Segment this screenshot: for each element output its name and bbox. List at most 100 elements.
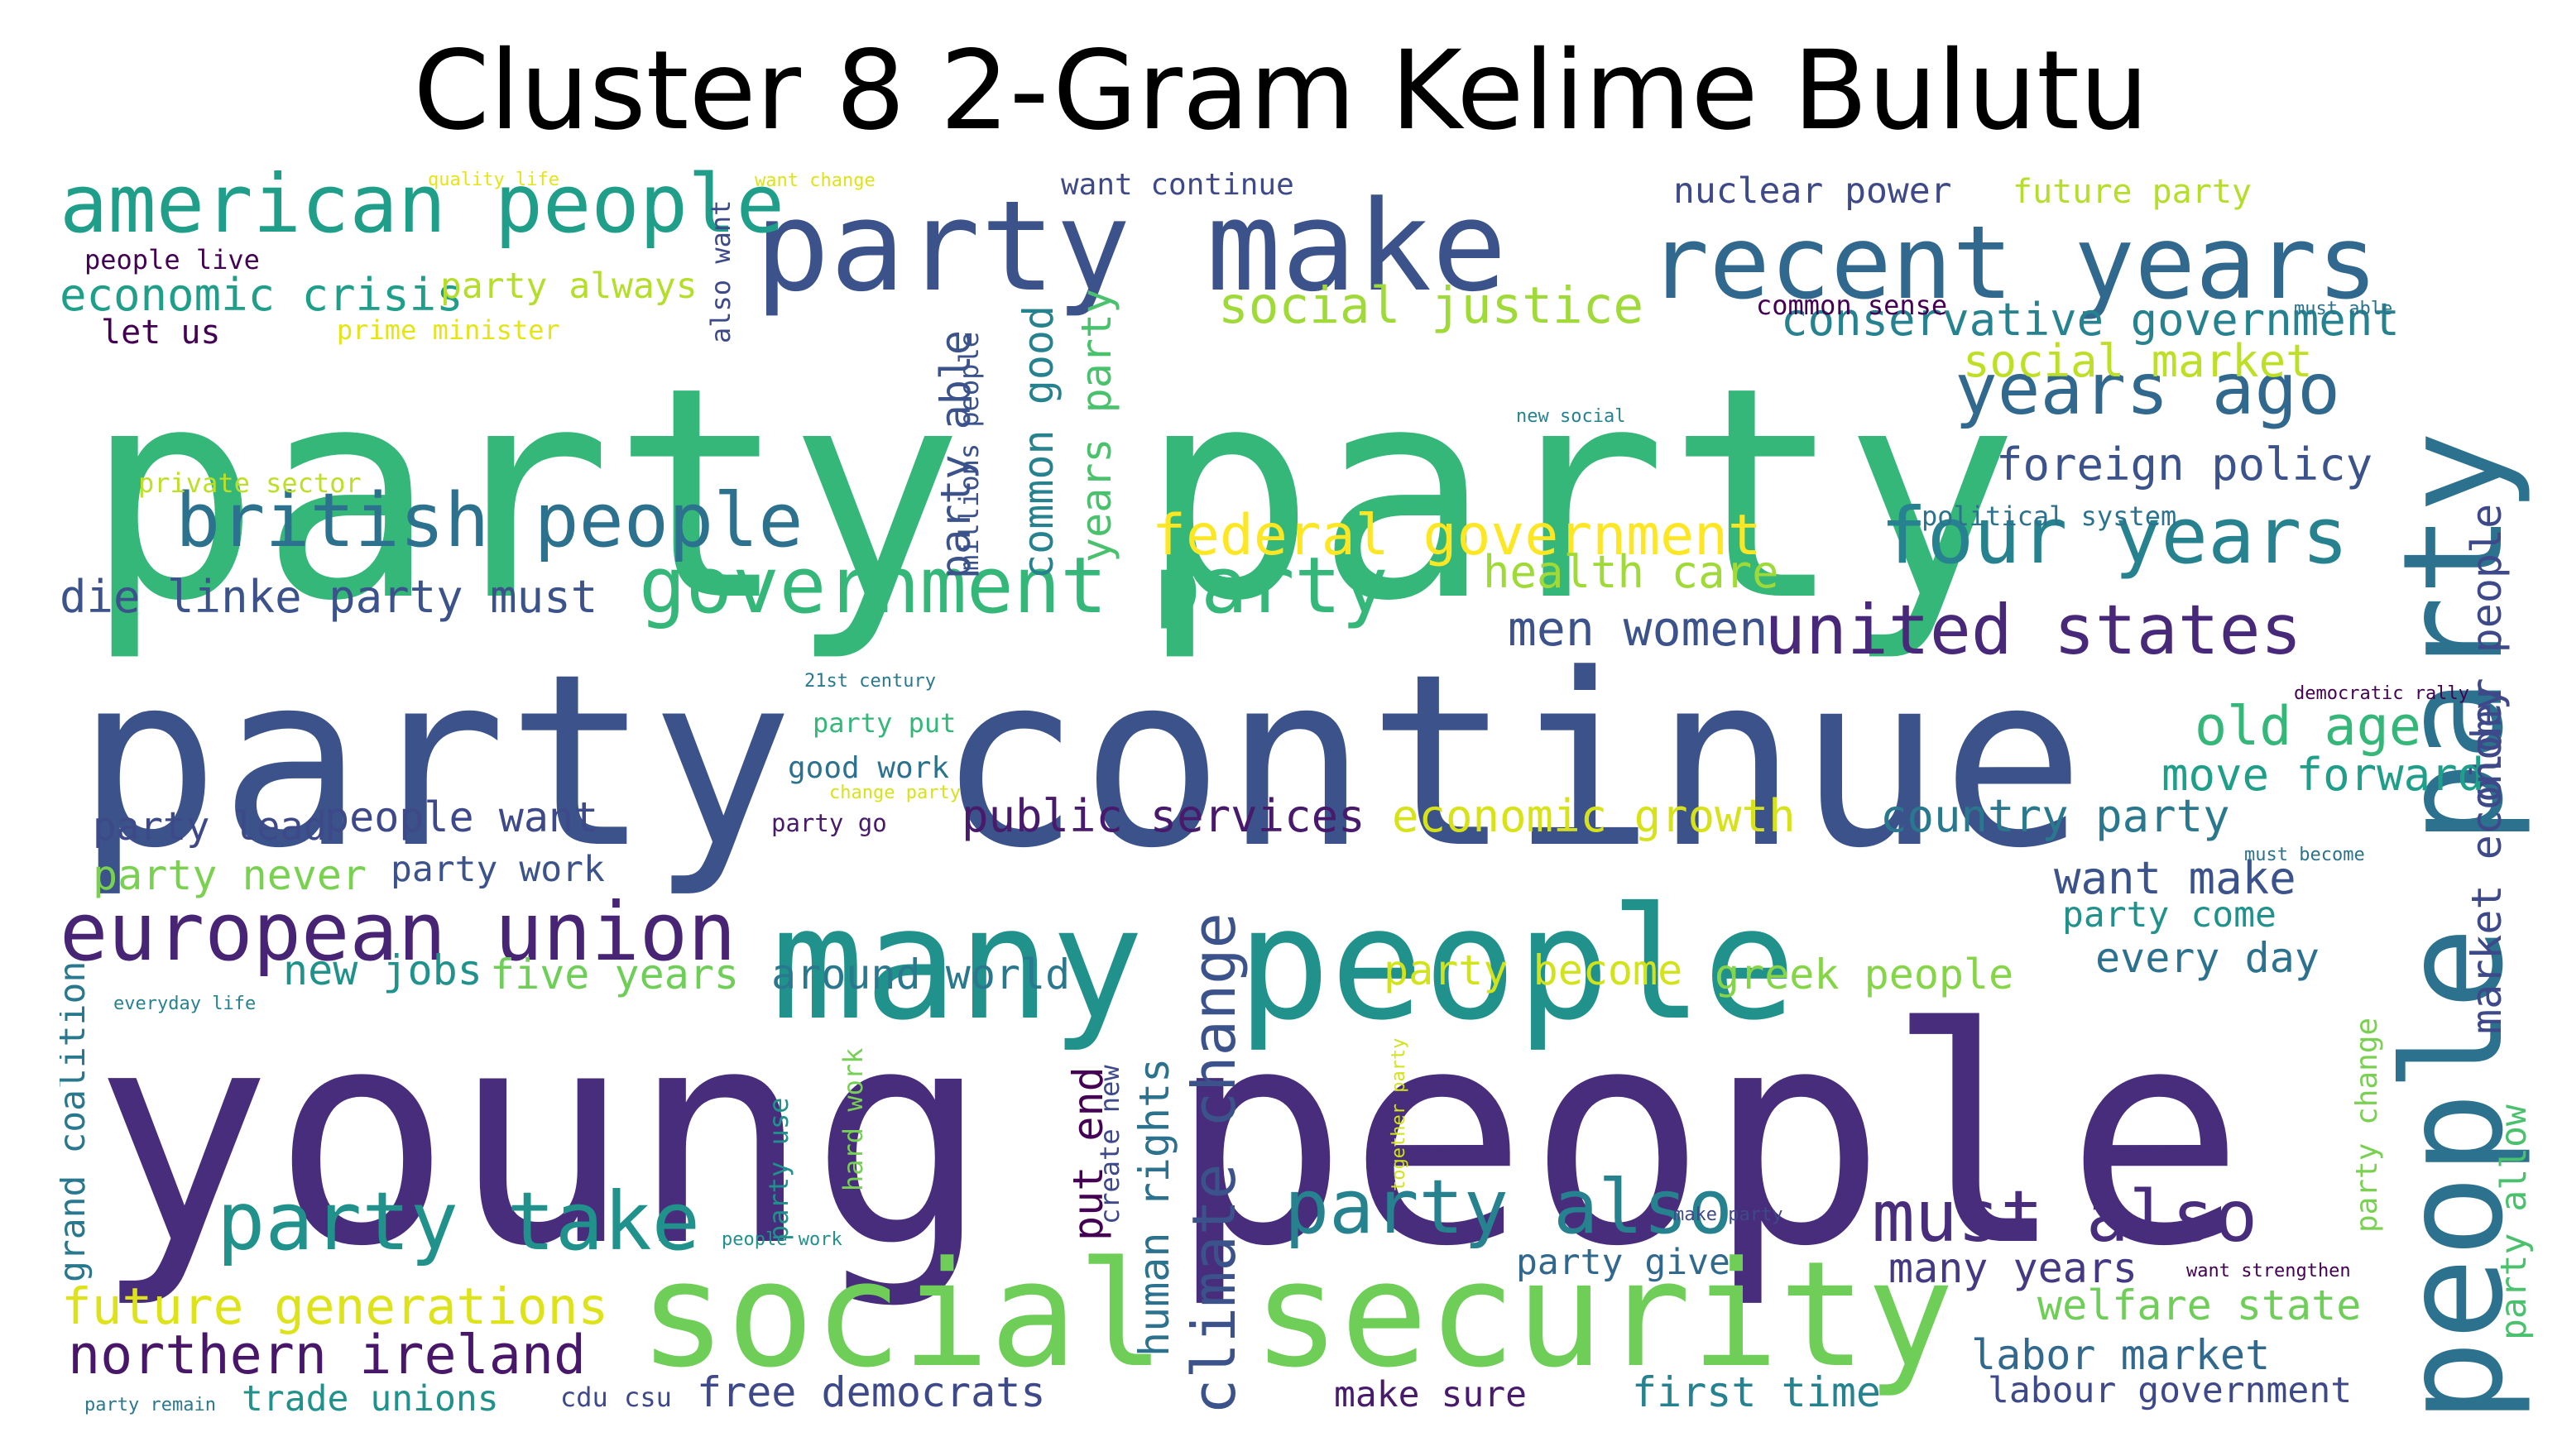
cloud-word: make party xyxy=(1673,1205,1782,1225)
cloud-word: people work xyxy=(722,1229,842,1250)
cloud-word: good work xyxy=(788,751,949,785)
cloud-word: party come xyxy=(2062,894,2277,936)
cloud-word: new jobs xyxy=(283,946,482,994)
cloud-word: party never xyxy=(93,851,367,899)
cloud-word: party party xyxy=(84,325,2019,665)
cloud-word: welfare state xyxy=(2037,1281,2361,1329)
cloud-word: conservative government xyxy=(1781,294,2400,346)
cloud-word: free democrats xyxy=(697,1368,1045,1416)
cloud-word: everyday life xyxy=(113,994,256,1014)
cloud-word: future party xyxy=(2013,173,2252,211)
cloud-word: country party xyxy=(1880,790,2230,842)
cloud-word: party allow xyxy=(2493,1104,2535,1340)
cloud-word: change party xyxy=(829,783,961,803)
cloud-word: die linke party must xyxy=(60,571,597,623)
cloud-word: nuclear power xyxy=(1673,170,1952,212)
cloud-word: market economy xyxy=(2463,686,2511,1034)
cloud-word: people want xyxy=(324,793,598,841)
cloud-word: party continue xyxy=(76,623,2085,900)
cloud-word: party take xyxy=(217,1175,700,1268)
cloud-word: around world xyxy=(771,951,1070,999)
cloud-word: american people xyxy=(60,165,784,251)
cloud-word: people live xyxy=(84,244,260,275)
cloud-word: government party xyxy=(639,541,1388,631)
cloud-word: common good xyxy=(1015,305,1063,579)
cloud-word: cdu csu xyxy=(560,1382,672,1413)
cloud-word: party go xyxy=(771,809,887,837)
cloud-word: new social xyxy=(1516,406,1625,427)
cloud-word: recent years xyxy=(1648,204,2377,322)
cloud-word: party use xyxy=(763,1098,794,1241)
cloud-word: public services xyxy=(962,790,1365,842)
cloud-word: climate change xyxy=(1179,912,1249,1415)
cloud-word: want make xyxy=(2054,852,2296,904)
cloud-word: common sense xyxy=(1756,290,1947,321)
cloud-word: old age xyxy=(2195,696,2421,758)
cloud-word: make sure xyxy=(1334,1374,1527,1415)
cloud-word: foreign policy xyxy=(1996,438,2372,491)
cloud-word: millions people xyxy=(953,332,985,571)
cloud-word: want strengthen xyxy=(2186,1261,2351,1281)
cloud-word: party lead xyxy=(93,804,327,850)
cloud-word: years party xyxy=(1072,289,1120,563)
cloud-word: put end xyxy=(1064,1066,1112,1241)
cloud-word: party able xyxy=(932,330,980,579)
cloud-word: together party xyxy=(1389,1038,1409,1191)
cloud-word: must able xyxy=(2294,299,2392,319)
cloud-word: federal government xyxy=(1152,503,1762,568)
cloud-word: people party xyxy=(2374,431,2534,1423)
cloud-word: five years xyxy=(490,951,739,999)
cloud-word: also want xyxy=(705,200,736,343)
cloud-word: labour government xyxy=(1988,1370,2352,1411)
cloud-word: party make xyxy=(755,174,1507,319)
cloud-word: many years xyxy=(1888,1244,2137,1292)
cloud-word: prime minister xyxy=(337,314,560,346)
cloud-word: want change xyxy=(755,170,876,191)
cloud-word: political system xyxy=(1922,500,2176,532)
cloud-word: first time xyxy=(1632,1368,1881,1416)
cloud-word: young people xyxy=(93,965,2245,1311)
cloud-word: united states xyxy=(1764,590,2302,670)
cloud-word: grand coalition xyxy=(60,961,94,1282)
cloud-word: let us xyxy=(101,314,221,352)
cloud-word: older people xyxy=(2463,504,2511,802)
cloud-word: social security xyxy=(639,1230,1954,1400)
cloud-word: british people xyxy=(175,477,804,564)
cloud-word: trade unions xyxy=(242,1378,499,1420)
cloud-word: quality life xyxy=(428,170,559,190)
cloud-word: four years xyxy=(1880,491,2348,582)
cloud-word: party work xyxy=(391,849,605,890)
cloud-word: private sector xyxy=(138,467,362,499)
cloud-word: party put xyxy=(813,707,956,739)
chart-title: Cluster 8 2-Gram Kelime Bulutu xyxy=(413,27,2149,155)
cloud-word: create new xyxy=(1094,1065,1125,1224)
cloud-word: must also xyxy=(1872,1176,2257,1258)
cloud-word: party change xyxy=(2350,1018,2384,1233)
cloud-word: economic growth xyxy=(1392,790,1796,842)
cloud-word: health care xyxy=(1483,546,1779,598)
cloud-word: many people xyxy=(771,874,1796,1055)
cloud-word: hard work xyxy=(837,1048,869,1191)
cloud-word: must become xyxy=(2244,845,2365,865)
cloud-word: party give xyxy=(1516,1242,1730,1283)
cloud-word: economic crisis xyxy=(60,269,463,321)
cloud-word: social justice xyxy=(1218,276,1643,335)
cloud-word: want continue xyxy=(1061,168,1294,202)
cloud-word: party remain xyxy=(84,1395,216,1415)
cloud-word: every day xyxy=(2095,934,2320,982)
cloud-word: future generations xyxy=(61,1277,608,1336)
cloud-word: social market xyxy=(1963,335,2313,387)
cloud-word: northern ireland xyxy=(68,1324,586,1387)
cloud-word: party always xyxy=(440,266,698,307)
cloud-word: european union xyxy=(60,885,736,979)
cloud-word: democratic rally xyxy=(2294,683,2469,704)
cloud-word: human rights xyxy=(1130,1058,1178,1357)
cloud-word: party also xyxy=(1284,1164,1733,1251)
cloud-word: greek people xyxy=(1715,951,2013,999)
cloud-word: men women xyxy=(1508,601,1768,657)
cloud-word: move forward xyxy=(2161,749,2484,801)
cloud-word: years ago xyxy=(1955,348,2340,431)
cloud-word: 21st century xyxy=(804,671,936,692)
cloud-word: party become xyxy=(1384,946,1682,994)
